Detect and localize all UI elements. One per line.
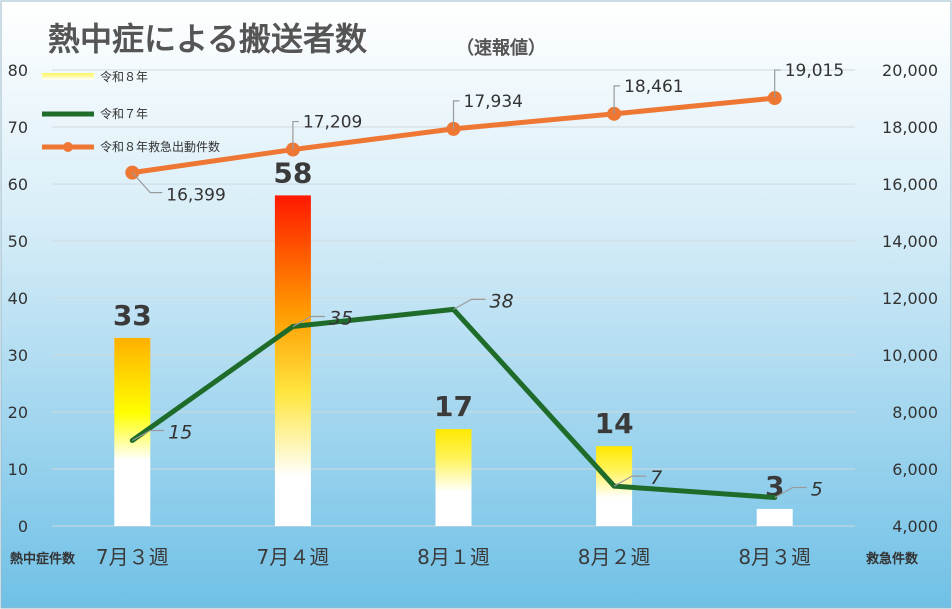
line-r7-leader [613,475,647,487]
bar-value-label: 14 [595,407,634,440]
left-tick-label: 70 [8,118,28,137]
line-r8-ems-value-label: 18,461 [624,77,683,97]
legend-item-r7: 令和７年 [42,106,148,121]
legend-swatch-marker [63,142,73,152]
line-r8-ems-value-label: 17,209 [303,113,362,133]
legend-label: 令和８年救急出動件数 [100,139,220,154]
right-axis-label: 救急件数 [866,551,919,567]
right-tick-label: 16,000 [882,175,938,194]
left-tick-label: 30 [8,346,28,365]
left-tick-label: 50 [8,232,28,251]
right-tick-label: 14,000 [882,232,938,251]
right-tick-label: 10,000 [882,346,938,365]
line-r7-leader [453,298,486,310]
bar-value-label: 58 [273,156,312,189]
left-tick-label: 10 [8,460,28,479]
bar [435,429,472,526]
x-tick-label: 8月２週 [578,545,651,569]
right-tick-label: 8,000 [892,403,938,422]
right-tick-label: 12,000 [882,289,938,308]
legend-label: 令和７年 [100,106,148,121]
line-r7-value-label: 7 [650,467,662,489]
legend-label: 令和８年 [100,69,148,84]
line-r7-leader [132,429,165,442]
bar [274,195,311,526]
right-tick-label: 4,000 [892,517,938,536]
legend-item-r8-ems: 令和８年救急出動件数 [42,139,220,154]
right-tick-label: 18,000 [882,118,938,137]
gridlines [52,69,855,527]
line-r8-ems-leader [131,172,163,194]
bar [756,508,793,526]
line-r8-ems-value-label: 19,015 [785,61,844,81]
line-r8-ems-leader [774,69,781,99]
x-tick-label: 8月３週 [738,545,811,569]
line-r7-leader [774,486,807,499]
x-tick-label: 7月４週 [257,545,330,569]
left-axis-label: 熱中症件数 [10,551,76,567]
line-r7-value-label: 38 [490,290,514,312]
line-r7-value-label: 15 [168,422,192,444]
left-tick-label: 80 [8,61,28,80]
left-tick-label: 40 [8,289,28,308]
right-tick-label: 6,000 [892,460,938,479]
left-tick-label: 20 [8,403,28,422]
line-r8-ems-leader [292,120,299,150]
x-tick-label: 7月３週 [96,545,169,569]
line-r8-ems-leader [613,85,621,114]
line-r7-value-label: 5 [811,479,823,501]
legend: 令和８年 令和７年 令和８年救急出動件数 [42,69,220,154]
x-tick-label: 8月１週 [417,545,490,569]
bar-value-label: 17 [434,390,473,423]
line-r7-leader [292,315,325,328]
right-axis-ticks: 4,000 6,000 8,000 10,000 12,000 14,000 16,000 1… [882,61,938,536]
chart-subtitle: （速報値） [456,37,546,59]
legend-item-r8: 令和８年 [42,69,148,84]
line-r8-ems-value-label: 17,934 [464,92,523,112]
line-labels: 15 35 38 7 5 16,399 17,209 17,934 18,461 19,015 [131,61,844,501]
line-r8-ems-value-label: 16,399 [166,186,225,206]
bar-value-label: 33 [113,299,152,332]
chart-title: 熱中症による搬送者数 [48,20,368,58]
left-tick-label: 0 [18,517,28,536]
x-axis-labels: 7月３週 7月４週 8月１週 8月２週 8月３週 [96,545,811,569]
left-axis-ticks: 0 10 20 30 40 50 60 70 80 [8,61,28,536]
line-r7-value-label: 35 [329,308,353,330]
legend-swatch-bar [42,73,94,80]
right-tick-label: 20,000 [882,61,938,80]
left-tick-label: 60 [8,175,28,194]
line-r8-ems-leader [452,100,460,129]
